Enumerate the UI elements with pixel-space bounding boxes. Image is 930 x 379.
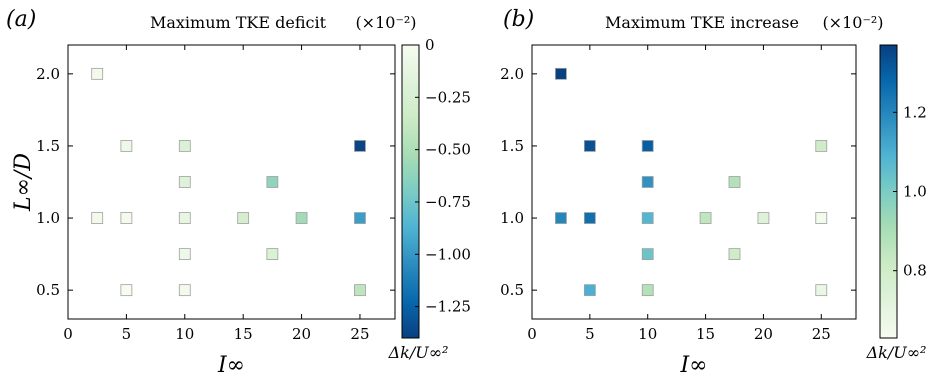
data-point bbox=[583, 212, 596, 224]
x-tick-label: 25 bbox=[350, 325, 369, 343]
panel-label: (a) bbox=[6, 7, 36, 32]
x-tick-label: 5 bbox=[585, 325, 595, 343]
y-tick-label: 1.5 bbox=[36, 137, 60, 155]
x-tick-label: 0 bbox=[63, 325, 73, 343]
scale-note: (×10⁻²) bbox=[355, 13, 416, 32]
data-point bbox=[815, 212, 828, 224]
x-tick-label: 10 bbox=[175, 325, 194, 343]
data-point bbox=[354, 284, 366, 297]
colorbar-label: Δk/U∞² bbox=[866, 343, 927, 362]
x-axis-label: I∞ bbox=[217, 353, 245, 378]
x-tick-label: 20 bbox=[292, 325, 311, 343]
y-tick-label: 1.5 bbox=[500, 137, 524, 155]
data-point bbox=[266, 248, 279, 261]
x-tick-label: 5 bbox=[122, 325, 132, 343]
axes-frame bbox=[531, 44, 857, 320]
data-point bbox=[354, 212, 366, 224]
scale-note: (×10⁻²) bbox=[822, 13, 883, 32]
colorbar-tick-label: 0 bbox=[425, 36, 435, 54]
panel-label: (b) bbox=[503, 7, 534, 32]
data-point bbox=[295, 212, 308, 224]
axes-frame bbox=[67, 44, 396, 320]
panel-b: (b) Maximum TKE increase (×10⁻²) 0 5 10 15 20 25… bbox=[500, 7, 927, 378]
x-tick-label: 15 bbox=[696, 325, 715, 343]
data-point bbox=[641, 140, 654, 152]
colorbar-tick-label: −0.75 bbox=[425, 193, 471, 211]
data-point bbox=[728, 248, 741, 261]
colorbar-tick-label: −0.50 bbox=[425, 141, 471, 159]
data-point bbox=[583, 140, 596, 152]
colorbar-tick-label: −0.25 bbox=[425, 88, 471, 106]
x-tick-label: 0 bbox=[527, 325, 537, 343]
chart-title: Maximum TKE deficit bbox=[150, 13, 327, 32]
data-point bbox=[178, 248, 191, 261]
x-axis-label: I∞ bbox=[679, 353, 707, 378]
data-point bbox=[641, 212, 654, 224]
colorbar-tick-label: 1.0 bbox=[903, 183, 927, 201]
data-point bbox=[354, 140, 366, 152]
data-point bbox=[555, 67, 567, 80]
data-point bbox=[555, 212, 567, 224]
data-point bbox=[641, 248, 654, 261]
colorbar-tick-label: −1.00 bbox=[425, 245, 471, 263]
data-point bbox=[237, 212, 250, 224]
chart-title: Maximum TKE increase bbox=[605, 13, 799, 32]
data-point bbox=[699, 212, 712, 224]
y-tick-label: 0.5 bbox=[36, 281, 60, 299]
data-point bbox=[815, 284, 828, 297]
x-tick-label: 10 bbox=[638, 325, 657, 343]
y-tick-label: 1.0 bbox=[36, 209, 60, 227]
colorbar-tick-label: 1.2 bbox=[903, 103, 927, 121]
data-point bbox=[641, 176, 654, 188]
data-point bbox=[120, 284, 133, 297]
data-point bbox=[120, 212, 133, 224]
x-tick-label: 20 bbox=[754, 325, 773, 343]
y-tick-label: 1.0 bbox=[500, 209, 524, 227]
data-point bbox=[583, 284, 596, 297]
y-tick-label: 0.5 bbox=[500, 281, 524, 299]
colorbar-tick-label: −1.25 bbox=[425, 298, 471, 316]
colorbar-label: Δk/U∞² bbox=[388, 343, 449, 362]
colorbar bbox=[401, 44, 420, 339]
y-tick-label: 2.0 bbox=[500, 65, 524, 83]
y-axis-label: L∞/D bbox=[11, 153, 36, 212]
x-tick-label: 25 bbox=[812, 325, 831, 343]
data-point bbox=[728, 176, 741, 188]
data-point bbox=[178, 140, 191, 152]
data-point bbox=[757, 212, 770, 224]
data-point bbox=[178, 284, 191, 297]
colorbar-tick-label: 0.8 bbox=[903, 262, 927, 280]
data-point bbox=[120, 140, 133, 152]
data-point bbox=[178, 176, 191, 188]
data-point bbox=[178, 212, 191, 224]
data-point bbox=[91, 67, 104, 80]
data-point bbox=[641, 284, 654, 297]
data-point bbox=[815, 140, 828, 152]
data-point bbox=[91, 212, 104, 224]
x-tick-label: 15 bbox=[234, 325, 253, 343]
panel-a: (a) Maximum TKE deficit (×10⁻²) 0 5 10 15 20 25 0… bbox=[6, 7, 471, 378]
data-point bbox=[266, 176, 279, 188]
y-tick-label: 2.0 bbox=[36, 65, 60, 83]
